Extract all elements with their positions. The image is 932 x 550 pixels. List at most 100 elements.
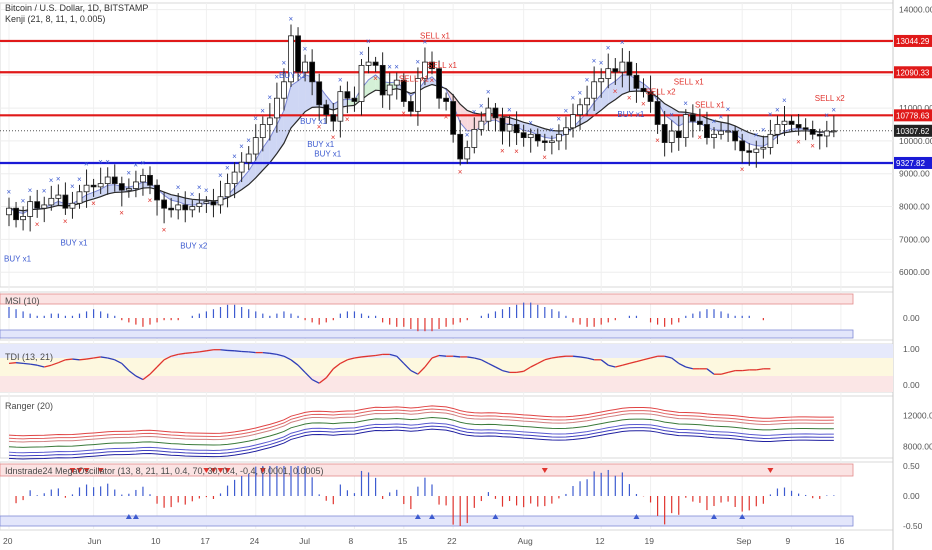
candle-body — [132, 181, 139, 189]
msi-title: MSI (10) — [5, 296, 40, 306]
last-price-tag — [894, 124, 932, 137]
osc-tick-label: -0.50 — [903, 521, 923, 531]
tdi-line-segment — [523, 366, 532, 372]
ribbon-segment — [601, 85, 609, 111]
candle-body — [802, 127, 809, 130]
level-tag-label: 10778.63 — [896, 111, 930, 120]
tdi-line-segment — [502, 369, 510, 374]
tdi-line-segment — [199, 350, 207, 353]
candle-body — [118, 183, 125, 191]
buy-cross-mark: × — [338, 76, 343, 85]
tdi-title: TDI (13, 21) — [5, 352, 53, 362]
candle-body — [83, 184, 90, 193]
osc-sell-arrow — [259, 468, 266, 473]
ranger-title: Ranger (20) — [5, 401, 53, 411]
buy-cross-mark: × — [775, 106, 780, 115]
sell-cross-mark: × — [542, 153, 547, 162]
buy-cross-mark: × — [824, 111, 829, 120]
tdi-line-segment — [551, 356, 559, 359]
ranger-panel[interactable]: 12000.00 8000.00 — [8, 405, 932, 460]
tdi-line-segment — [192, 351, 200, 354]
msi-panel[interactable]: 0.00 — [0, 293, 920, 339]
candle-body — [450, 101, 457, 135]
tdi-line-segment — [318, 377, 327, 384]
ribbon-segment — [107, 184, 115, 194]
candle-body — [238, 161, 245, 173]
candle-body — [302, 61, 309, 73]
candle-body — [760, 147, 767, 150]
ribbon-segment — [756, 135, 764, 147]
tdi-line-segment — [114, 359, 123, 364]
tdi-line-segment — [396, 355, 405, 364]
tdi-line-segment — [742, 369, 750, 372]
tdi-line-segment — [121, 362, 130, 372]
candle-body — [513, 124, 520, 134]
buy-signal-label: BUY x1 — [617, 110, 645, 119]
candle-body — [697, 120, 703, 125]
candle-body — [823, 130, 830, 137]
buy-cross-mark: × — [486, 88, 491, 97]
candle-body — [69, 202, 76, 209]
time-tick-label: Jul — [299, 536, 310, 546]
ribbon-segment — [594, 94, 602, 116]
price-tick-label: 14000.00 — [899, 5, 932, 15]
tdi-line-segment — [325, 368, 334, 379]
candle-body — [534, 133, 541, 142]
tdi-line-segment — [467, 356, 475, 359]
time-tick-label: 17 — [200, 536, 210, 546]
main-price-panel[interactable]: ×××××× ××××××× ×××× ×××××× ×××××××××××××××××… — [0, 0, 893, 273]
last-price-label: 10307.62 — [896, 127, 930, 136]
msi-tick-label: 0.00 — [903, 313, 920, 323]
buy-cross-mark: × — [422, 37, 427, 46]
candle-body — [154, 184, 160, 201]
candle-body — [753, 148, 760, 153]
candle-body — [20, 216, 27, 221]
buy-cross-mark: × — [253, 114, 258, 123]
sell-cross-mark: × — [35, 220, 40, 229]
candle-body — [661, 124, 668, 143]
ribbon-segment — [608, 81, 616, 105]
candle-body — [626, 61, 633, 76]
osc-sell-arrow — [224, 468, 231, 473]
sell-cross-mark: × — [655, 136, 660, 145]
buy-signal-label: BUY x1 — [4, 255, 32, 264]
buy-cross-mark: × — [239, 142, 244, 151]
oscillator-panel[interactable]: 0.50 0.00 -0.50 — [0, 461, 923, 531]
ranger-band-line — [8, 425, 834, 457]
tdi-line-segment — [438, 354, 447, 357]
tdi-line-segment — [107, 357, 115, 361]
candle-body — [27, 201, 34, 217]
msi-upper-band — [0, 293, 854, 305]
buy-cross-mark: × — [56, 174, 61, 183]
sell-signal-label: SELL x2 — [646, 87, 676, 96]
buy-signal-label: BUY x1 — [60, 238, 88, 247]
candle-body — [443, 97, 450, 102]
sell-signal-label: SELL x1 — [695, 101, 725, 110]
tdi-line-segment — [347, 357, 355, 361]
time-tick-label: Jun — [88, 536, 102, 546]
tdi-panel[interactable]: 1.00 0.00 — [0, 344, 920, 392]
level-tag-label: 9327.82 — [896, 159, 925, 168]
buy-cross-mark: × — [176, 183, 181, 192]
buy-cross-mark: × — [507, 106, 512, 115]
sell-cross-mark: × — [373, 74, 378, 83]
candle-body — [224, 183, 231, 198]
candle-body — [6, 207, 12, 216]
candle-body — [816, 133, 823, 137]
tdi-line-segment — [453, 355, 461, 358]
candle-body — [140, 174, 146, 183]
tdi-line-segment — [44, 364, 52, 368]
sell-cross-mark: × — [613, 87, 618, 96]
price-tick-label: 8000.00 — [899, 202, 930, 212]
sell-cross-mark: × — [317, 123, 322, 132]
tdi-line-segment — [636, 359, 644, 363]
tdi-line-segment — [572, 355, 581, 358]
tdi-line-segment — [15, 362, 24, 365]
tdi-line-segment — [488, 362, 496, 368]
osc-sell-arrow — [767, 468, 774, 473]
buy-cross-mark: × — [585, 76, 590, 85]
tdi-line-segment — [720, 371, 729, 375]
tdi-line-segment — [30, 363, 38, 366]
candle-body — [556, 133, 562, 142]
